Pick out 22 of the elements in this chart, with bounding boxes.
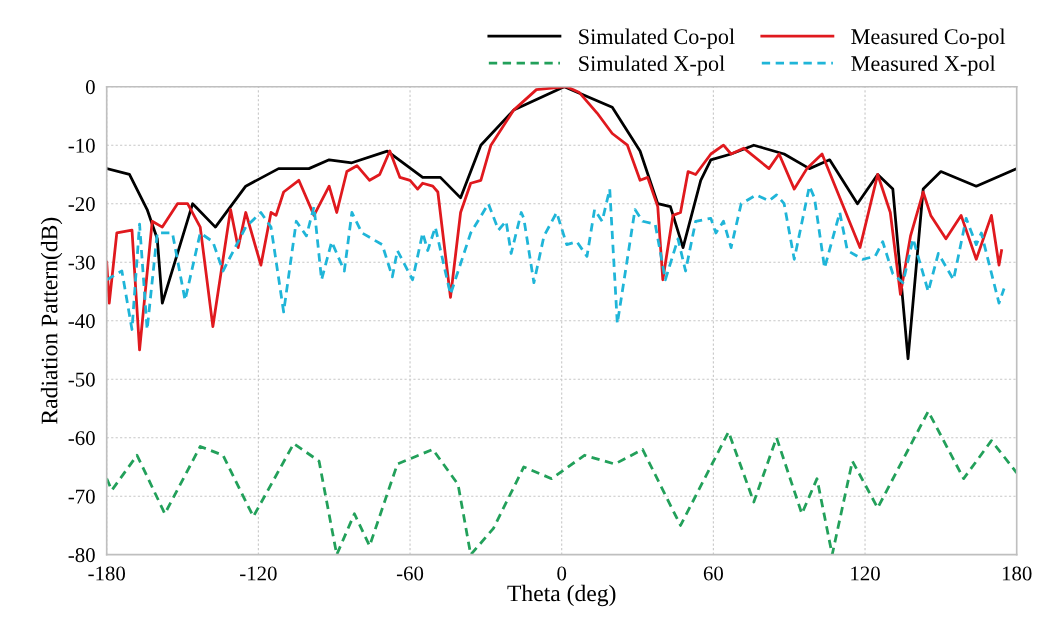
- y-tick-label: -80: [68, 548, 95, 563]
- x-tick-label: 0: [557, 566, 567, 581]
- x-axis-title: Theta (deg): [507, 584, 616, 607]
- x-tick-label: -60: [396, 566, 424, 581]
- legend-label: Measured X-pol: [851, 55, 996, 76]
- y-axis-title: Radiation Pattern(dB): [40, 217, 63, 424]
- x-tick-label: -120: [240, 566, 277, 581]
- x-tick-label: 180: [1002, 566, 1032, 581]
- legend-label: Simulated Co-pol: [579, 28, 735, 49]
- x-tick-label: 120: [851, 566, 880, 581]
- legend-label: Simulated X-pol: [579, 55, 725, 76]
- y-tick-label: 0: [85, 80, 95, 95]
- y-tick-label: -10: [68, 138, 95, 153]
- y-tick-label: -30: [68, 255, 95, 270]
- x-tick-label: 60: [703, 566, 723, 581]
- y-tick-label: -50: [68, 372, 95, 387]
- y-tick-label: -70: [68, 489, 95, 504]
- y-tick-label: -60: [68, 431, 95, 446]
- y-tick-label: -20: [68, 197, 95, 212]
- x-tick-label: -180: [88, 566, 125, 581]
- legend-label: Measured Co-pol: [851, 28, 1006, 49]
- y-tick-label: -40: [68, 314, 95, 329]
